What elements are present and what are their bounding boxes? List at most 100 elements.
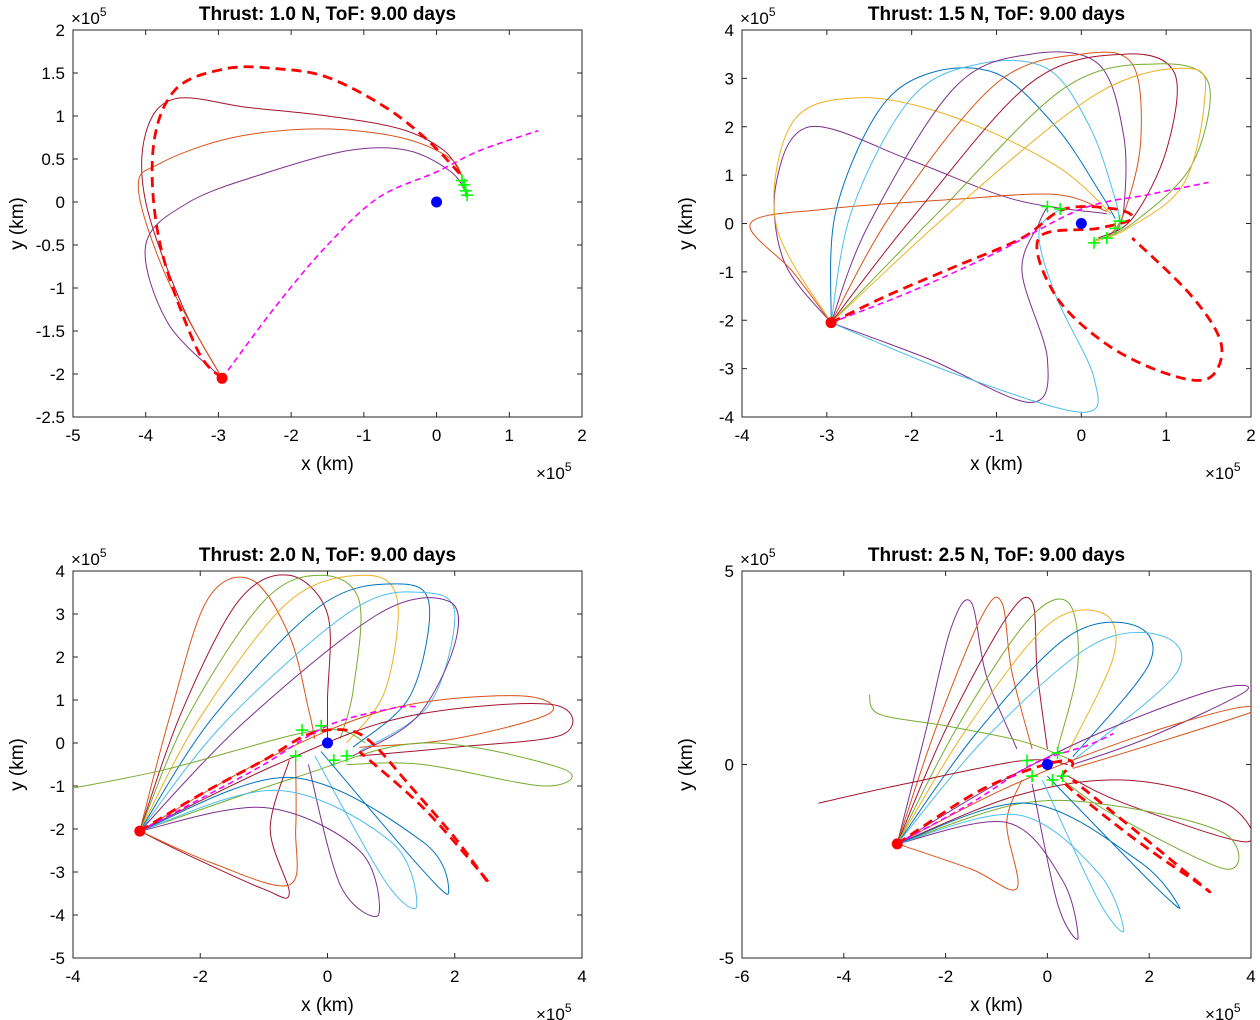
y-tick-label: -2 bbox=[50, 820, 65, 839]
target-marker bbox=[1026, 770, 1039, 783]
x-exponent: ×105 bbox=[536, 460, 572, 483]
central-body-marker bbox=[431, 196, 443, 208]
central-body-marker bbox=[322, 737, 333, 749]
approach-dashed-line bbox=[830, 181, 1209, 324]
trajectory-line-12 bbox=[830, 208, 1099, 413]
trajectory-line-17 bbox=[897, 775, 1181, 909]
central-body-marker bbox=[1041, 759, 1053, 770]
y-tick-label: 0 bbox=[725, 756, 734, 775]
y-axis-label: y (km) bbox=[676, 197, 697, 250]
y-exponent: ×105 bbox=[71, 546, 107, 569]
x-exponent-base: ×10 bbox=[536, 464, 565, 483]
x-tick-label: -2 bbox=[284, 426, 299, 445]
x-tick-label: 2 bbox=[450, 967, 459, 986]
trajectory-line-14 bbox=[897, 779, 1023, 891]
trajectory-line-5 bbox=[139, 583, 431, 832]
trajectory-line-3 bbox=[773, 97, 1112, 323]
trajectory-line-13 bbox=[139, 760, 298, 887]
x-exponent-power: 5 bbox=[565, 460, 572, 474]
approach-dashed-line bbox=[896, 732, 1114, 845]
x-exponent: ×105 bbox=[1205, 460, 1241, 483]
target-marker bbox=[1100, 232, 1113, 245]
y-tick-label: -1 bbox=[50, 279, 65, 298]
x-tick-label: 4 bbox=[577, 967, 586, 986]
x-tick-label: 2 bbox=[1246, 426, 1255, 445]
subplot-2: -4 -3 -2 -1 0 1 2 4 3 2 1 0 -1 -2 -3 -4 Thrust: 1.5 N, T… bbox=[676, 4, 1256, 483]
target-marker bbox=[1056, 770, 1069, 783]
trajectory-line-9 bbox=[139, 695, 554, 832]
x-tick-label: 0 bbox=[432, 426, 441, 445]
trajectory-line-6 bbox=[830, 51, 1127, 323]
y-tick-label: 2 bbox=[725, 118, 734, 137]
y-tick-label: -1 bbox=[719, 263, 734, 282]
y-exponent-base: ×10 bbox=[71, 550, 100, 569]
start-point-marker bbox=[216, 372, 228, 384]
trajectory-line-7 bbox=[830, 51, 1142, 323]
target-marker bbox=[315, 719, 328, 732]
y-tick-label: -4 bbox=[719, 408, 734, 427]
target-marker bbox=[289, 749, 302, 762]
x-tick-label: -1 bbox=[989, 426, 1004, 445]
y-tick-label: 1 bbox=[725, 166, 734, 185]
y-tick-label: 0.5 bbox=[41, 150, 65, 169]
start-point-marker bbox=[825, 317, 837, 329]
x-exponent: ×105 bbox=[536, 1001, 572, 1020]
x-tick-label: 2 bbox=[577, 426, 586, 445]
x-tick-label: -6 bbox=[734, 967, 749, 986]
plot-area bbox=[73, 574, 574, 917]
trajectory-line-4 bbox=[896, 598, 1079, 845]
target-marker bbox=[1041, 200, 1054, 213]
trajectory-line-6 bbox=[139, 591, 456, 832]
y-tick-label: -0.5 bbox=[36, 236, 65, 255]
trajectory-line-12 bbox=[897, 775, 1251, 845]
y-tick-label: 4 bbox=[725, 21, 734, 40]
target-marker bbox=[1113, 215, 1126, 228]
trajectory-line-14 bbox=[139, 764, 380, 917]
y-tick-label: 1 bbox=[56, 691, 65, 710]
x-tick-label: -2 bbox=[193, 967, 208, 986]
y-tick-label: 4 bbox=[56, 562, 65, 581]
y-exponent-power: 5 bbox=[769, 5, 776, 19]
x-exponent-base: ×10 bbox=[536, 1005, 565, 1020]
y-tick-label: -3 bbox=[719, 360, 734, 379]
x-tick-label: -4 bbox=[65, 967, 80, 986]
trajectory-line-9 bbox=[896, 705, 1251, 845]
trajectory-line-6 bbox=[896, 621, 1154, 845]
trajectory-line-1 bbox=[139, 576, 316, 832]
subplot-1: -5 -4 -3 -2 -1 0 1 2 2 1.5 1 0.5 0 -0.5 -1 -1.5 -2 -2.5 Th… bbox=[7, 4, 587, 483]
y-exponent-power: 5 bbox=[100, 5, 107, 19]
x-tick-label: 2 bbox=[1144, 967, 1153, 986]
y-exponent-base: ×10 bbox=[740, 9, 769, 28]
x-exponent-power: 5 bbox=[1234, 460, 1241, 474]
trajectory-line-2 bbox=[137, 128, 465, 379]
y-tick-label: 0 bbox=[725, 215, 734, 234]
y-tick-label: 3 bbox=[725, 69, 734, 88]
x-tick-label: 0 bbox=[323, 967, 332, 986]
trajectory-line-9 bbox=[830, 63, 1211, 324]
trajectory-line-12 bbox=[139, 760, 290, 899]
x-axis-label: x (km) bbox=[970, 454, 1023, 475]
y-tick-label: 1.5 bbox=[41, 64, 65, 83]
start-point-marker bbox=[891, 838, 903, 850]
start-point-marker bbox=[134, 825, 146, 837]
trajectory-line-1 bbox=[773, 125, 1107, 324]
x-exponent-power: 5 bbox=[1234, 1001, 1241, 1015]
target-marker bbox=[340, 749, 353, 762]
trajectory-line-7 bbox=[896, 631, 1183, 845]
x-axis-label: x (km) bbox=[301, 995, 354, 1016]
x-exponent: ×105 bbox=[1205, 1001, 1241, 1020]
trajectory-line-2 bbox=[896, 596, 1033, 844]
axes-box bbox=[72, 570, 583, 959]
axes-box bbox=[72, 29, 583, 418]
y-exponent-base: ×10 bbox=[71, 9, 100, 28]
target-marker bbox=[296, 724, 309, 737]
trajectory-line-3 bbox=[139, 574, 362, 832]
y-tick-label: -2.5 bbox=[36, 408, 65, 427]
trajectory-line-11 bbox=[139, 742, 573, 832]
y-exponent: ×105 bbox=[740, 546, 776, 569]
x-tick-label: 0 bbox=[1077, 426, 1086, 445]
x-tick-label: 1 bbox=[505, 426, 514, 445]
target-marker bbox=[461, 189, 474, 202]
trajectory-line-4 bbox=[830, 67, 1116, 323]
chart-title: Thrust: 2.5 N, ToF: 9.00 days bbox=[868, 545, 1125, 566]
